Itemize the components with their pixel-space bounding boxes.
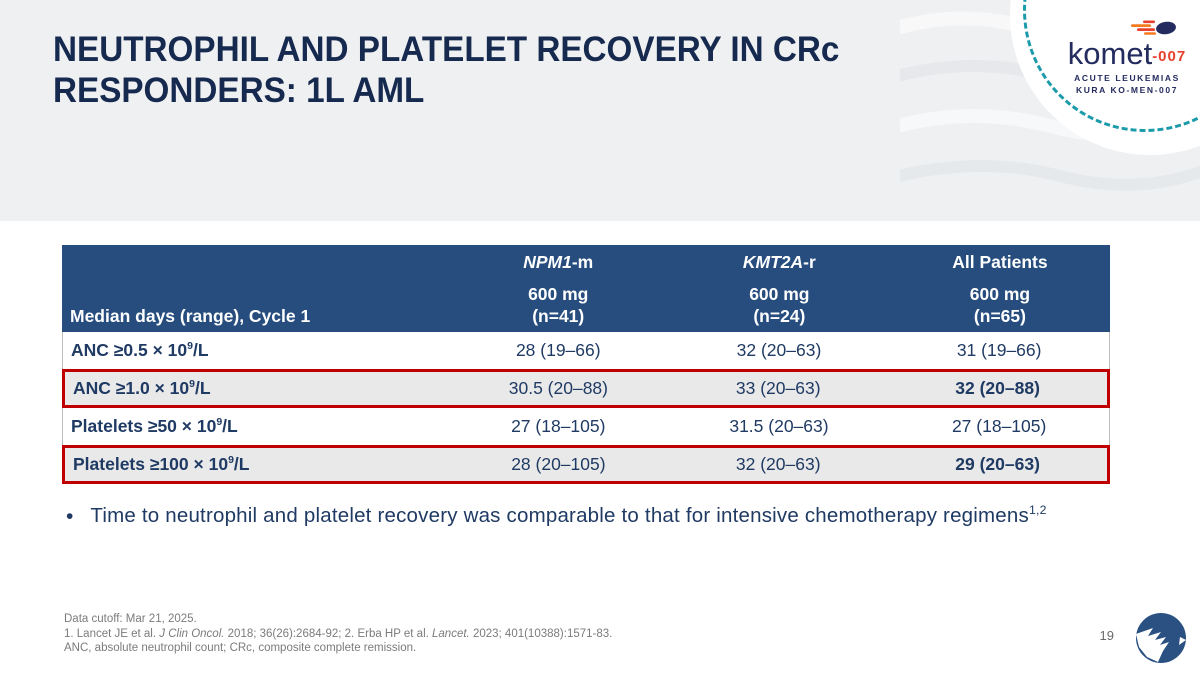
table-column-header-3: All Patients 600 mg (n=65) — [890, 245, 1110, 334]
footnote-references: 1. Lancet JE et al. J Clin Oncol. 2018; … — [64, 627, 613, 640]
row-value: 31.5 (20–63) — [729, 416, 829, 436]
column-n: (n=41) — [532, 306, 585, 327]
row-value: 27 (18–105) — [951, 416, 1047, 436]
globe-icon — [1133, 610, 1189, 666]
row-label: Platelets ≥100 × 109/L — [73, 454, 250, 474]
table-row: Platelets ≥100 × 109/L 28 (20–105) 32 (20–… — [62, 445, 1110, 484]
table-row: Platelets ≥50 × 109/L 27 (18–105) 31.5 (20… — [62, 408, 1110, 445]
footnote-abbreviations: ANC, absolute neutrophil count; CRc, com… — [64, 642, 417, 655]
logo-subline-2: KURA KO-MEN-007 — [1075, 84, 1179, 95]
row-label: ANC ≥0.5 × 109/L — [71, 340, 209, 360]
footnotes: Data cutoff: Mar 21, 2025. 1. Lancet JE … — [64, 612, 612, 656]
top-band — [0, 0, 1200, 221]
page-number: 19 — [1099, 628, 1114, 643]
logo-suffix-text: -007 — [1152, 48, 1187, 65]
table-column-header-1: NPM1-m 600 mg (n=41) — [448, 245, 669, 334]
table-header-row-label: Median days (range), Cycle 1 — [70, 305, 311, 326]
bullet-text: Time to neutrophil and platelet recovery… — [90, 503, 1047, 527]
row-value: 32 (20–63) — [736, 340, 822, 360]
row-value: 32 (20–88) — [955, 378, 1040, 398]
row-value: 27 (18–105) — [511, 416, 606, 436]
row-value: 31 (19–66) — [956, 340, 1042, 360]
row-label: ANC ≥1.0 × 109/L — [73, 378, 211, 398]
table-header: Median days (range), Cycle 1 NPM1-m 600 m… — [62, 245, 1110, 332]
column-dose: 600 mg — [528, 284, 589, 304]
table-row: ANC ≥1.0 × 109/L 30.5 (20–88) 33 (20–63) 32… — [62, 369, 1110, 408]
column-n: (n=65) — [973, 306, 1026, 327]
column-n: (n=24) — [753, 306, 806, 327]
row-value: 32 (20–63) — [735, 454, 821, 474]
recovery-table: Median days (range), Cycle 1 NPM1-m 600 m… — [62, 245, 1110, 484]
row-value: 33 (20–63) — [735, 378, 821, 398]
footnote-data-cutoff: Data cutoff: Mar 21, 2025. — [64, 613, 197, 625]
bullet-marker: • — [66, 505, 74, 528]
slide-title-line1: NEUTROPHIL AND PLATELET RECOVERY IN CRc — [53, 30, 840, 69]
row-value: 28 (19–66) — [515, 340, 601, 360]
column-name: NPM1-m — [523, 252, 594, 272]
column-dose: 600 mg — [749, 284, 810, 304]
row-value: 29 (20–63) — [955, 454, 1040, 474]
column-name: KMT2A-r — [742, 252, 816, 272]
komet-007-logo: komet-007 ACUTE LEUKEMIAS KURA KO-MEN-00… — [1052, 20, 1200, 97]
row-value: 28 (20–105) — [511, 454, 606, 474]
logo-brand-text: komet — [1067, 36, 1153, 71]
table-body: ANC ≥0.5 × 109/L 28 (19–66) 32 (20–63) 31 (… — [62, 332, 1110, 484]
key-takeaway-bullet: • Time to neutrophil and platelet recove… — [62, 503, 1124, 530]
table-row: ANC ≥0.5 × 109/L 28 (19–66) 32 (20–63) 31 (… — [62, 332, 1110, 369]
comet-icon — [1052, 20, 1200, 37]
column-name: All Patients — [952, 252, 1048, 272]
slide-title: NEUTROPHIL AND PLATELET RECOVERY IN CRc … — [53, 30, 889, 112]
row-value: 30.5 (20–88) — [508, 378, 608, 398]
slide-title-line2: RESPONDERS: 1L AML — [53, 70, 425, 110]
table-column-header-2: KMT2A-r 600 mg (n=24) — [669, 245, 890, 334]
column-dose: 600 mg — [969, 284, 1031, 304]
logo-subline-1: ACUTE LEUKEMIAS — [1074, 73, 1180, 83]
row-label: Platelets ≥50 × 109/L — [71, 416, 238, 436]
